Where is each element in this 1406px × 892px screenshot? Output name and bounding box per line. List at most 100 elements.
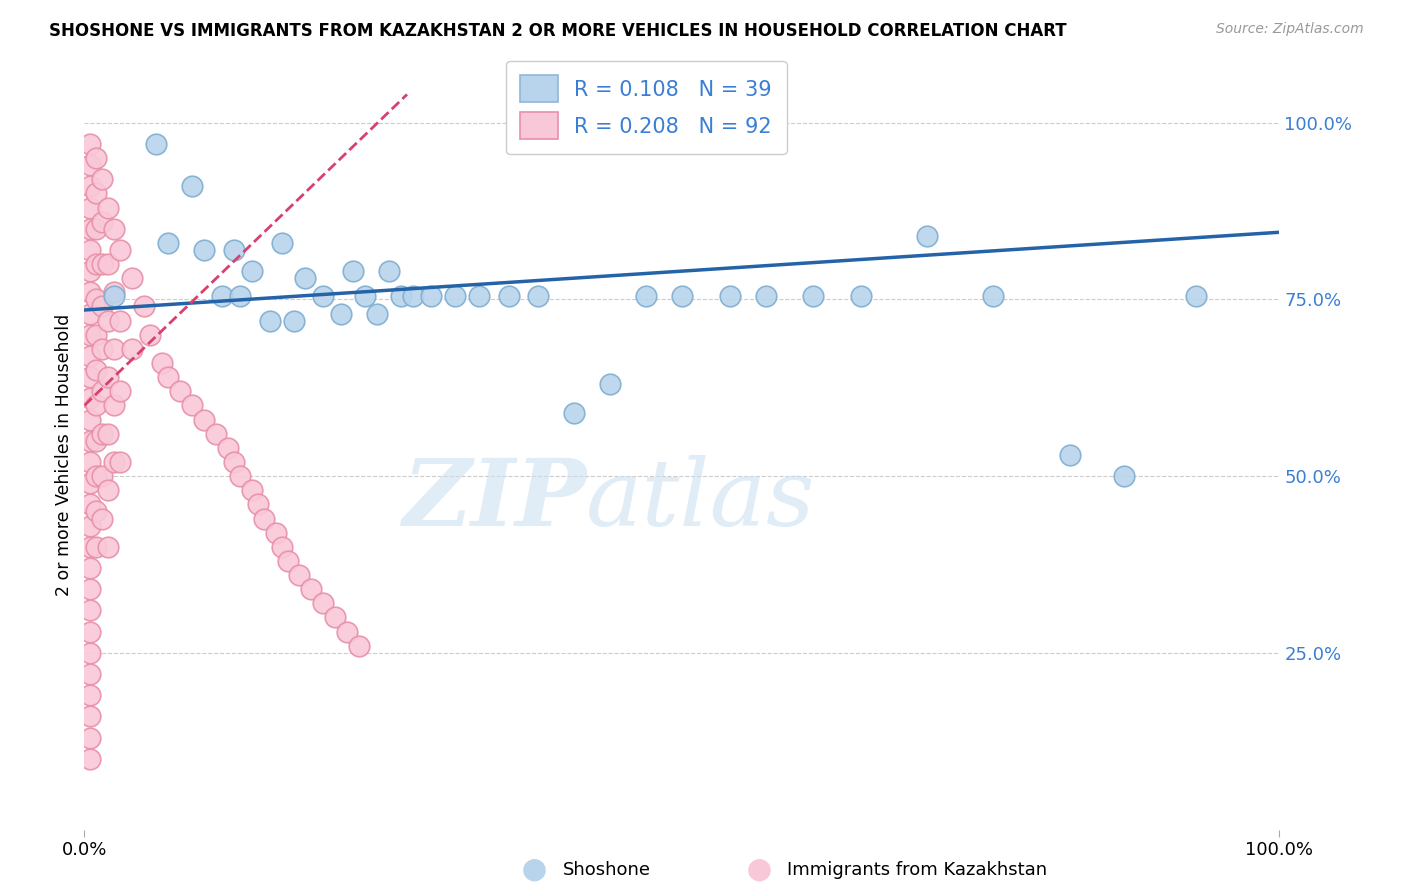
Point [270, 540, 292, 554]
Point [121, 271, 143, 285]
Point [86, 469, 108, 483]
Point [79, 497, 101, 511]
Point [564, 405, 586, 419]
Point [150, 356, 173, 370]
Point [103, 342, 125, 356]
Point [169, 384, 191, 399]
Point [86, 221, 108, 235]
Point [79, 370, 101, 384]
Point [86, 399, 108, 413]
Point [97, 540, 120, 554]
Point [97, 370, 120, 384]
Point [79, 752, 101, 766]
Point [283, 313, 305, 327]
Point [312, 289, 335, 303]
Point [91, 214, 114, 228]
Point [157, 235, 180, 250]
Point [636, 289, 658, 303]
Point [270, 235, 292, 250]
Point [79, 201, 101, 215]
Point [86, 257, 108, 271]
Point [288, 568, 311, 582]
Point [121, 342, 143, 356]
Point [79, 327, 101, 342]
Point [110, 313, 132, 327]
Point [86, 540, 108, 554]
Point [79, 243, 101, 257]
Point [294, 271, 316, 285]
Point [91, 511, 114, 525]
Point [79, 646, 101, 660]
Point [217, 441, 239, 455]
Point [79, 603, 101, 617]
Point [91, 469, 114, 483]
Point [145, 136, 167, 151]
Point [402, 289, 425, 303]
Point [498, 289, 520, 303]
Point [246, 497, 269, 511]
Point [336, 624, 359, 639]
Point [79, 179, 101, 194]
Point [79, 221, 101, 235]
Point [79, 688, 101, 702]
Point [301, 582, 323, 597]
Point [915, 228, 938, 243]
Point [79, 731, 101, 745]
Point [1185, 289, 1208, 303]
Point [366, 307, 388, 321]
Point [222, 455, 245, 469]
Point [229, 289, 252, 303]
Point [240, 264, 263, 278]
Point [86, 293, 108, 307]
Point [981, 289, 1004, 303]
Legend: R = 0.108   N = 39, R = 0.208   N = 92: R = 0.108 N = 39, R = 0.208 N = 92 [506, 61, 786, 153]
Point [718, 289, 741, 303]
Point [205, 426, 228, 441]
Text: ZIP: ZIP [402, 455, 586, 545]
Point [97, 483, 120, 498]
Point [1059, 448, 1081, 462]
Point [1114, 469, 1136, 483]
Point [79, 412, 101, 426]
Point [79, 392, 101, 406]
Text: Source: ZipAtlas.com: Source: ZipAtlas.com [1216, 22, 1364, 37]
Point [97, 257, 120, 271]
Point [349, 639, 371, 653]
Point [157, 370, 180, 384]
Point [325, 610, 347, 624]
Point [86, 434, 108, 448]
Point [181, 399, 204, 413]
Point [91, 384, 114, 399]
Point [79, 667, 101, 681]
Point [79, 455, 101, 469]
Point [79, 264, 101, 278]
Point [229, 469, 252, 483]
Point [103, 285, 125, 300]
Point [79, 476, 101, 491]
Text: SHOSHONE VS IMMIGRANTS FROM KAZAKHSTAN 2 OR MORE VEHICLES IN HOUSEHOLD CORRELATI: SHOSHONE VS IMMIGRANTS FROM KAZAKHSTAN 2… [49, 22, 1067, 40]
Point [86, 327, 108, 342]
Point [803, 289, 825, 303]
Point [264, 525, 287, 540]
Point [79, 518, 101, 533]
Text: Immigrants from Kazakhstan: Immigrants from Kazakhstan [787, 861, 1047, 879]
Point [103, 399, 125, 413]
Point [193, 412, 215, 426]
Point [86, 363, 108, 377]
Point [79, 434, 101, 448]
Point [79, 136, 101, 151]
Point [79, 582, 101, 597]
Point [211, 289, 233, 303]
Point [389, 289, 412, 303]
Point [222, 243, 245, 257]
Point [110, 384, 132, 399]
Point [110, 455, 132, 469]
Point [671, 289, 693, 303]
Point [110, 243, 132, 257]
Point [86, 504, 108, 518]
Point [86, 186, 108, 201]
Text: ⬤: ⬤ [747, 858, 772, 881]
Point [79, 561, 101, 575]
Point [86, 151, 108, 165]
Point [103, 289, 125, 303]
